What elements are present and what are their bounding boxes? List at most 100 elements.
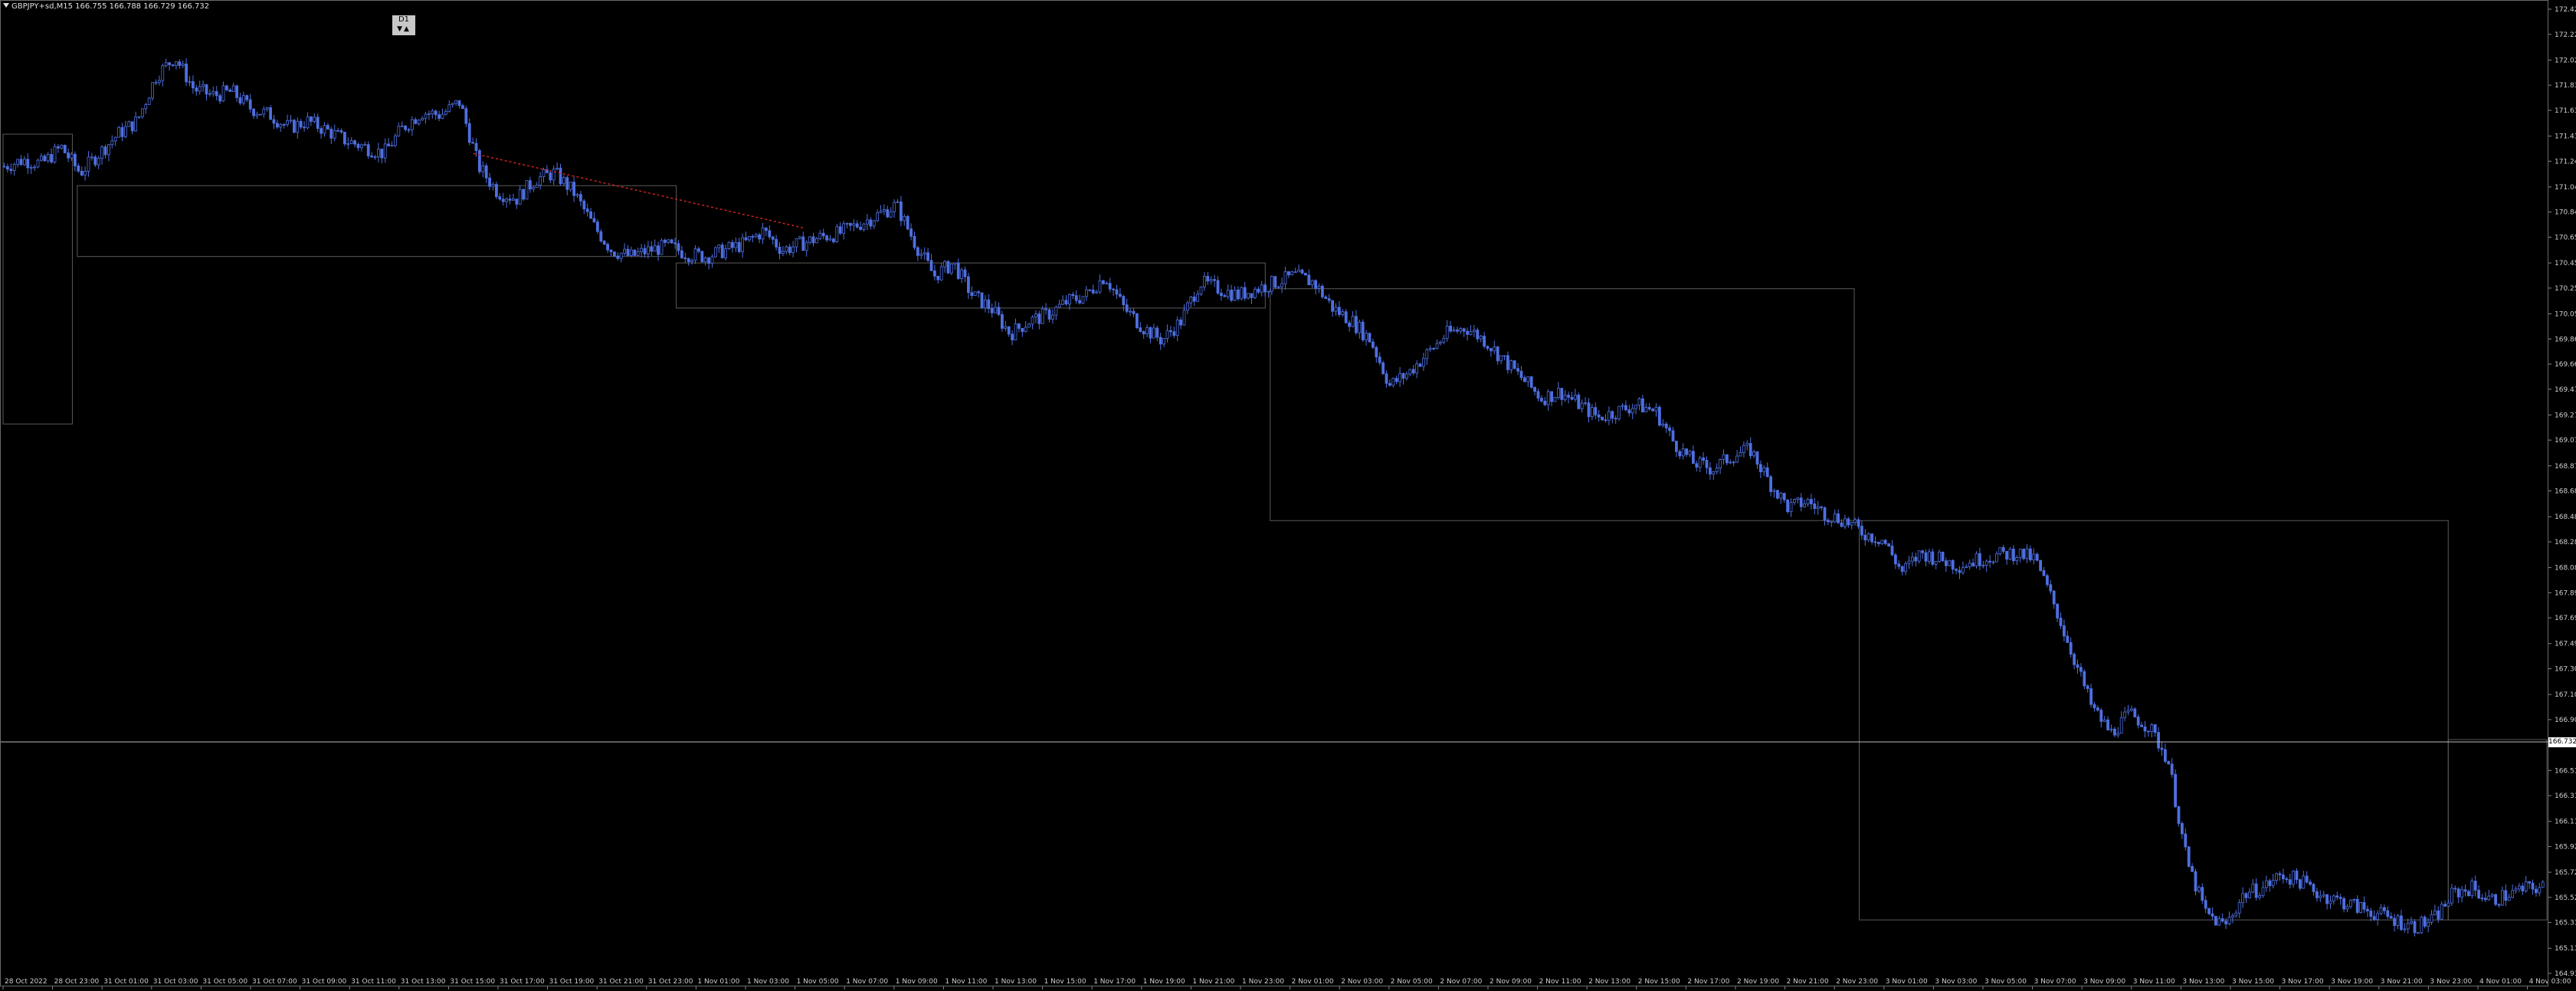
candle-body <box>1850 522 1853 526</box>
candle-body <box>36 159 40 168</box>
candle-body <box>1762 468 1766 473</box>
candle-body <box>154 82 158 84</box>
candle-body <box>67 153 70 159</box>
candle-body <box>1529 376 1533 388</box>
candle-body <box>2413 921 2417 934</box>
candle-body <box>977 291 980 294</box>
candle-body <box>775 238 778 248</box>
candle-body <box>1351 316 1355 327</box>
candle-body <box>2305 875 2309 883</box>
candle-body <box>2268 880 2272 886</box>
candle-body <box>1971 563 1975 566</box>
candle-body <box>1310 280 1314 286</box>
timeframe-box[interactable]: D1 ▼▲ <box>392 15 415 35</box>
timeframe-arrows[interactable]: ▼▲ <box>397 25 411 33</box>
candle-body <box>623 248 626 254</box>
candle-body <box>1027 323 1031 328</box>
candle-body <box>2015 556 2019 562</box>
candle-body <box>1034 313 1037 318</box>
candle-body <box>2430 914 2433 923</box>
candle-body <box>1584 402 1588 405</box>
candle-body <box>2227 917 2231 924</box>
candle-body <box>2126 710 2130 713</box>
candle-body <box>828 238 832 241</box>
candle-body <box>1341 311 1345 315</box>
candle-body <box>50 154 53 162</box>
candle-body <box>1597 415 1601 418</box>
candle-body <box>2292 871 2296 885</box>
candle-body <box>2477 890 2481 899</box>
candle-body <box>2531 882 2535 890</box>
symbol-header[interactable]: GBPJPY+sd,M15 166.755 166.788 166.729 16… <box>3 2 209 11</box>
candle-body <box>484 165 488 179</box>
candle-body <box>1941 551 1945 562</box>
candle-body <box>299 120 303 128</box>
candle-body <box>737 242 741 252</box>
time-tick-label: 1 Nov 03:00 <box>747 978 789 986</box>
candle-body <box>900 201 903 221</box>
candle-body <box>1674 441 1678 452</box>
candle-body <box>1445 326 1449 339</box>
candle-body <box>2150 724 2154 732</box>
candle-body <box>231 85 235 92</box>
candle-body <box>616 255 620 259</box>
candle-body <box>2059 618 2063 626</box>
price-tick-label: 172.420 <box>2555 6 2576 14</box>
candle-body <box>1630 408 1634 414</box>
candle-body <box>1293 271 1297 274</box>
candle-body <box>582 200 586 209</box>
price-tick-label: 167.100 <box>2555 691 2576 699</box>
candle-body <box>320 128 323 134</box>
candle-body <box>1607 411 1611 421</box>
candle-body <box>1490 348 1493 352</box>
candle-body <box>1398 372 1401 382</box>
candle-body <box>1587 402 1591 418</box>
candle-body <box>1469 331 1473 335</box>
candle-body <box>1890 546 1894 556</box>
candle-body <box>893 202 896 212</box>
candle-body <box>1698 458 1702 468</box>
candle-body <box>609 249 613 252</box>
candle-body <box>2319 895 2322 898</box>
price-tick-label: 166.905 <box>2555 717 2576 724</box>
candle-body <box>1657 406 1661 426</box>
candle-body <box>2143 726 2147 732</box>
candle-body <box>640 248 643 253</box>
candle-body <box>1617 405 1621 419</box>
candle-body <box>178 61 182 66</box>
candle-body <box>1064 300 1068 305</box>
candle-body <box>1752 451 1756 457</box>
time-tick-label: 1 Nov 23:00 <box>1242 978 1284 986</box>
candle-body <box>1978 553 1981 566</box>
candle-body <box>1041 308 1044 324</box>
candle-body <box>1729 461 1732 464</box>
candle-body <box>93 156 97 166</box>
candle-body <box>1395 378 1398 382</box>
candle-body <box>1425 349 1429 359</box>
candle-body <box>123 126 127 137</box>
candle-body <box>313 116 316 122</box>
candle-body <box>2534 888 2538 894</box>
candle-body <box>579 194 582 202</box>
candle-body <box>1765 468 1769 477</box>
candle-body <box>2281 875 2285 880</box>
candle-body <box>2403 928 2407 930</box>
candle-body <box>346 143 350 145</box>
candle-body <box>1900 566 1904 573</box>
candle-body <box>1735 455 1739 463</box>
time-tick-label: 2 Nov 01:00 <box>1292 978 1334 986</box>
candle-body <box>1847 518 1850 526</box>
candle-body <box>2083 671 2086 687</box>
candle-body <box>2278 873 2282 875</box>
candle-body <box>1611 411 1614 419</box>
candle-body <box>1857 519 1860 527</box>
candle-body <box>1601 416 1604 421</box>
collapse-triangle-icon[interactable] <box>3 3 9 8</box>
candle-body <box>741 237 744 252</box>
candle-body <box>1243 287 1247 299</box>
candle-body <box>1047 309 1051 320</box>
candle-body <box>1796 497 1800 500</box>
candle-body <box>414 119 418 124</box>
